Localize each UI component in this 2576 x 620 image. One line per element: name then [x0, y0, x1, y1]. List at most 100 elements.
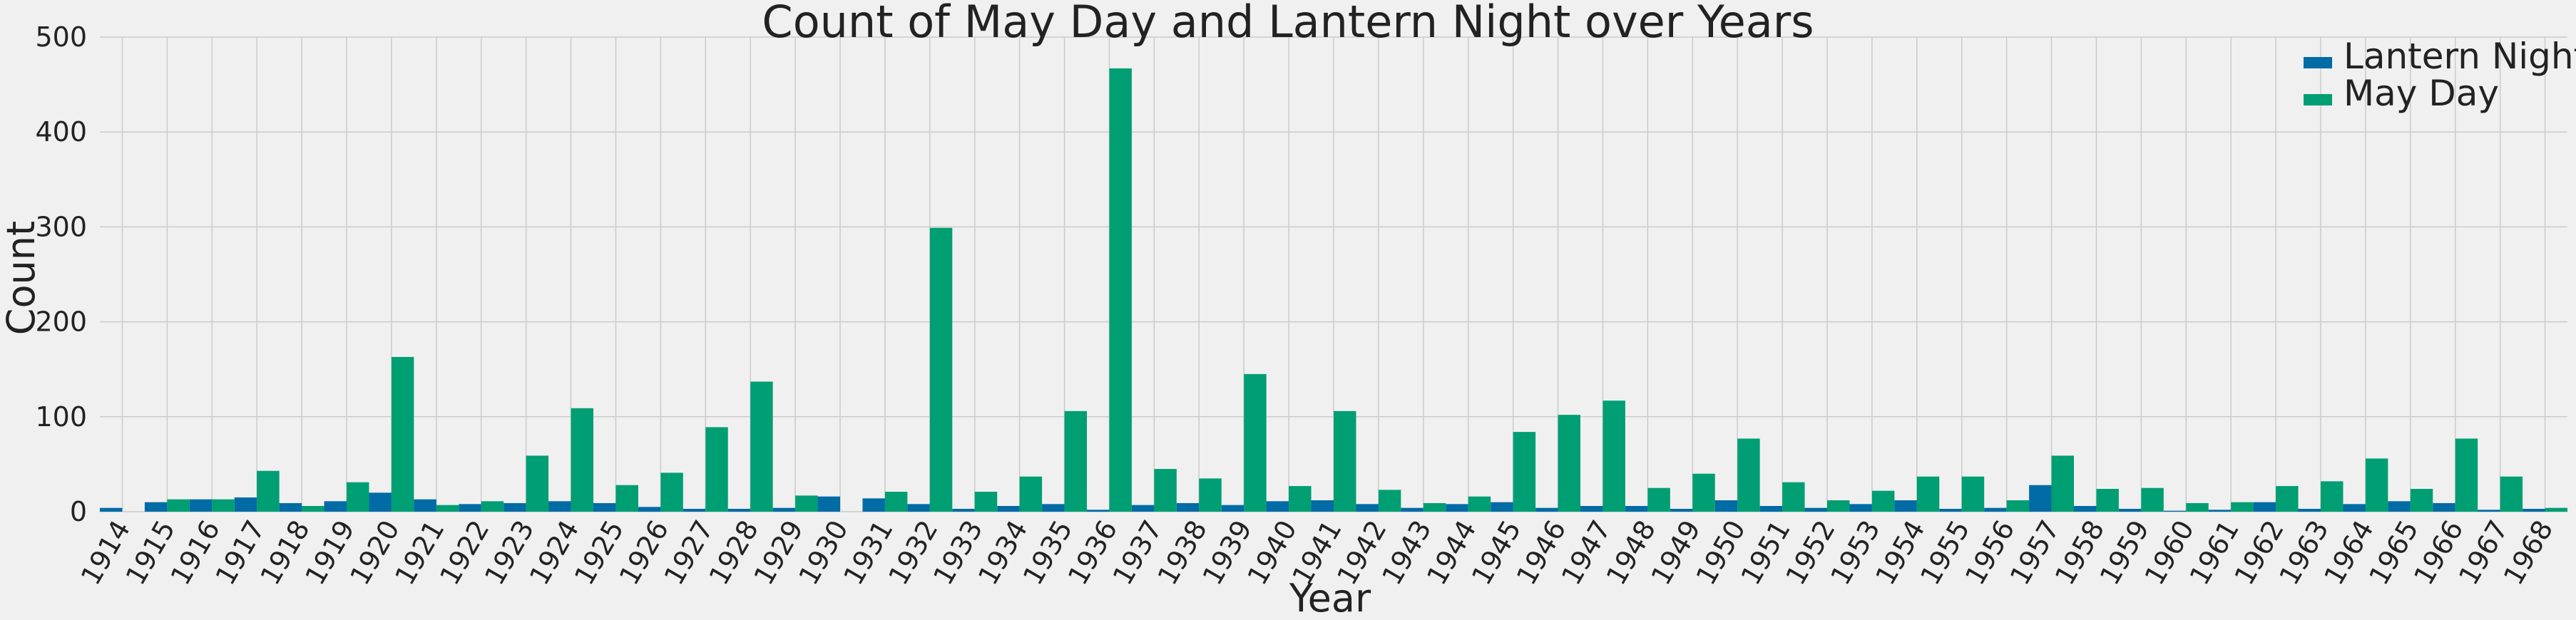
bar-lantern-night: [459, 504, 481, 512]
y-tick-label: 400: [35, 116, 87, 148]
bar-lantern-night: [2478, 510, 2500, 512]
bar-lantern-night: [2118, 509, 2142, 512]
bar-may-day: [1423, 503, 1446, 512]
bar-may-day: [705, 427, 728, 512]
bar-lantern-night: [504, 503, 526, 512]
bar-lantern-night: [1849, 504, 1872, 512]
bar-lantern-night: [1984, 507, 2007, 512]
bar-lantern-night: [1042, 504, 1065, 512]
x-axis-title: Year: [1289, 576, 1371, 620]
y-tick-label: 0: [70, 496, 87, 527]
bar-lantern-night: [772, 507, 796, 512]
bar-lantern-night: [1580, 506, 1603, 512]
y-tick-label: 300: [35, 211, 87, 242]
bar-may-day: [2410, 489, 2433, 512]
legend-label: May Day: [2344, 73, 2499, 114]
bar-may-day: [2141, 487, 2164, 512]
bar-lantern-night: [324, 501, 347, 512]
legend-label: Lantern Night: [2344, 36, 2576, 77]
bar-may-day: [1603, 401, 1625, 512]
bar-lantern-night: [1491, 502, 1513, 512]
bar-may-day: [660, 472, 683, 512]
bar-may-day: [1647, 487, 1670, 512]
bar-may-day: [481, 501, 504, 512]
bar-may-day: [1513, 432, 1536, 512]
bar-lantern-night: [414, 499, 436, 512]
bar-lantern-night: [1535, 507, 1558, 512]
bar-lantern-night: [1714, 500, 1738, 512]
bar-may-day: [436, 505, 459, 512]
bar-lantern-night: [2298, 509, 2321, 512]
bar-lantern-night: [1446, 504, 1468, 512]
bar-may-day: [1199, 478, 1222, 512]
bar-may-day: [2545, 507, 2567, 512]
bar-may-day: [1468, 496, 1491, 512]
bar-lantern-night: [683, 509, 706, 512]
bar-lantern-night: [817, 496, 840, 512]
bar-may-day: [1961, 476, 1985, 512]
bar-lantern-night: [1131, 505, 1155, 512]
bar-lantern-night: [1939, 509, 1962, 512]
bar-lantern-night: [369, 492, 392, 512]
bar-may-day: [1692, 473, 1715, 512]
bar-may-day: [167, 499, 190, 512]
bar-lantern-night: [1266, 501, 1289, 512]
bar-lantern-night: [1804, 507, 1827, 512]
bar-lantern-night: [279, 503, 302, 512]
bar-may-day: [615, 485, 638, 512]
bar-may-day: [1109, 68, 1132, 512]
bar-may-day: [2231, 502, 2254, 512]
bar-may-day: [2365, 458, 2388, 512]
bar-may-day: [884, 492, 908, 512]
bar-lantern-night: [2343, 504, 2366, 512]
bar-may-day: [1737, 438, 1760, 512]
bar-lantern-night: [862, 498, 885, 512]
bar-may-day: [1871, 490, 1895, 512]
bar-lantern-night: [189, 499, 213, 512]
y-tick-label: 100: [35, 401, 87, 433]
bar-lantern-night: [952, 509, 975, 512]
bar-may-day: [571, 408, 593, 512]
bar-may-day: [1154, 469, 1177, 512]
bar-lantern-night: [997, 506, 1020, 512]
y-axis-title: Count: [0, 221, 44, 335]
bar-may-day: [2321, 481, 2344, 512]
y-tick-label: 500: [35, 21, 87, 53]
bar-lantern-night: [2208, 510, 2232, 512]
bar-may-day: [212, 499, 235, 512]
bar-may-day: [1378, 490, 1401, 512]
bar-may-day: [257, 470, 280, 512]
bar-may-day: [1782, 482, 1805, 512]
bar-lantern-night: [2029, 485, 2052, 512]
bar-may-day: [302, 506, 324, 512]
bar-lantern-night: [727, 509, 751, 512]
bar-lantern-night: [2433, 503, 2455, 512]
bar-lantern-night: [638, 507, 661, 512]
bar-lantern-night: [144, 502, 168, 512]
bar-may-day: [1289, 486, 1312, 512]
bar-may-day: [1244, 373, 1267, 512]
bar-may-day: [2186, 503, 2209, 512]
bar-lantern-night: [234, 497, 257, 512]
bar-lantern-night: [593, 503, 616, 512]
bar-lantern-night: [2523, 509, 2545, 512]
bar-may-day: [1558, 415, 1580, 512]
bar-lantern-night: [1625, 506, 1648, 512]
bar-may-day: [2051, 455, 2074, 512]
chart-title: Count of May Day and Lantern Night over …: [762, 0, 1814, 48]
bar-lantern-night: [1221, 505, 1244, 512]
bar-lantern-night: [1401, 507, 1424, 512]
bar-may-day: [1827, 500, 1850, 512]
bar-lantern-night: [100, 507, 123, 512]
bar-may-day: [929, 227, 953, 512]
bars: [100, 68, 2567, 512]
bar-may-day: [1019, 476, 1043, 512]
y-axis: 0 100 200 300 400 500: [35, 21, 87, 527]
bar-lantern-night: [548, 501, 571, 512]
bar-lantern-night: [2074, 506, 2097, 512]
bar-lantern-night: [1311, 500, 1334, 512]
legend-swatch: [2304, 57, 2332, 68]
